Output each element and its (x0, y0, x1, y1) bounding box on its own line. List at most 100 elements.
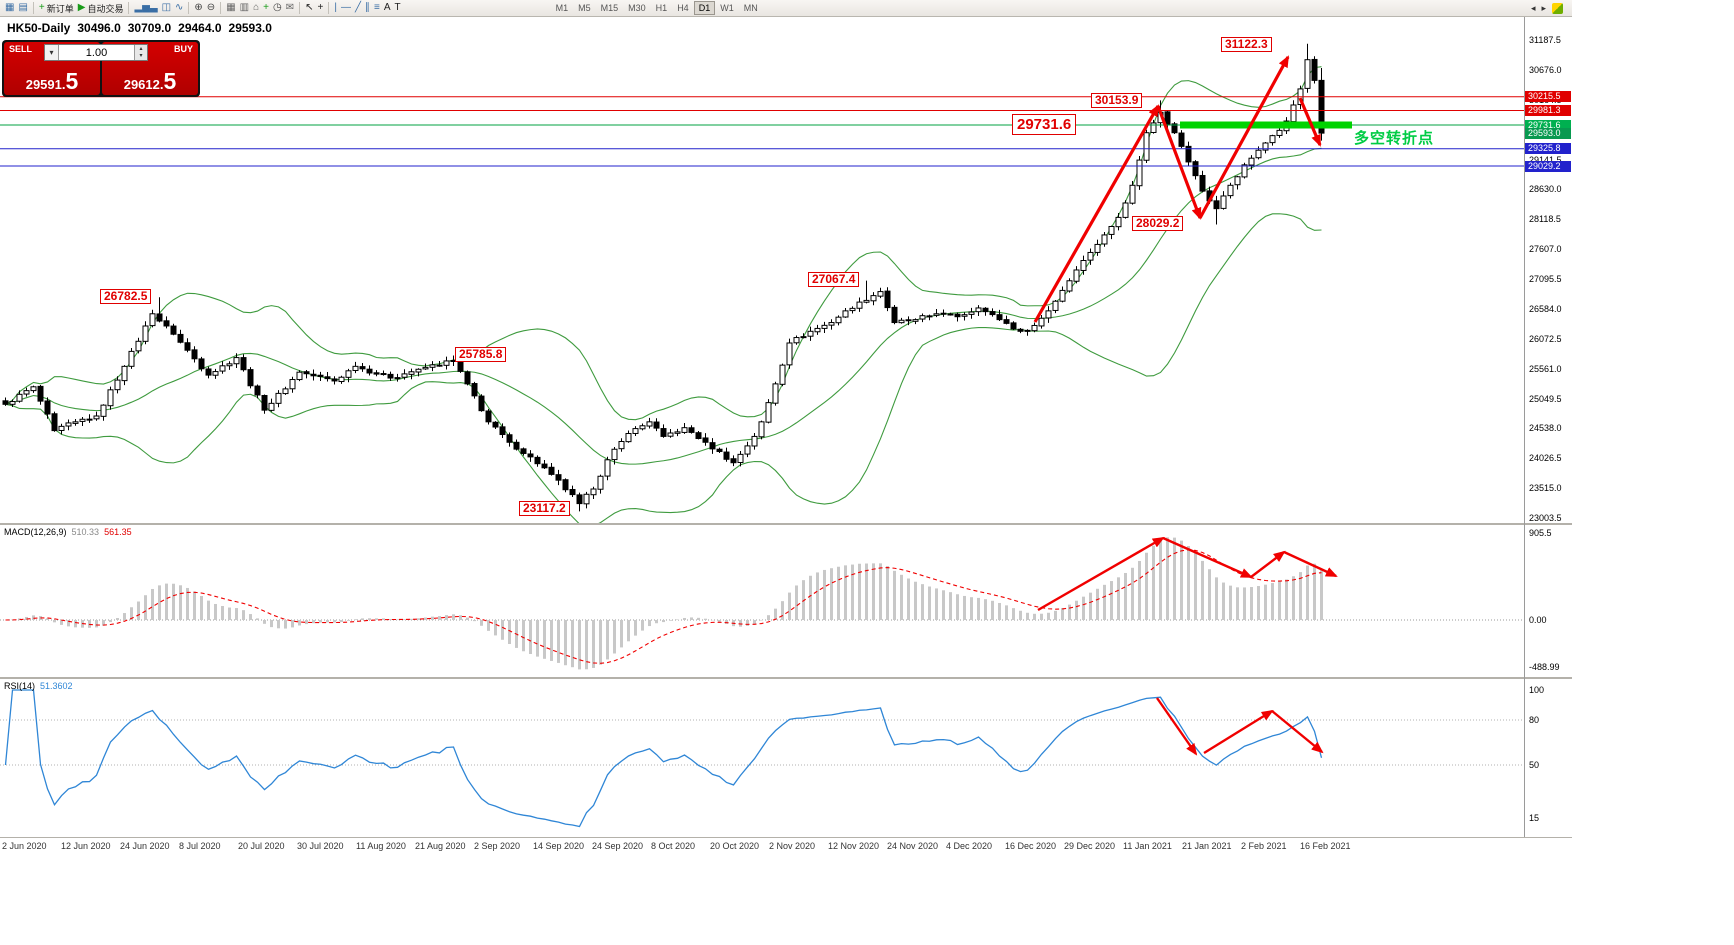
buy-button[interactable]: BUY 29612.5 (102, 42, 198, 95)
pane-separator-macd[interactable] (0, 523, 1572, 525)
spin-down-icon[interactable]: ▾ (139, 52, 143, 59)
price-axis-label: 31187.5 (1529, 35, 1561, 45)
crosshair-icon-glyph: + (317, 2, 324, 13)
new-order-glyph: + (38, 2, 45, 13)
timeframe-mn-button[interactable]: MN (743, 3, 758, 13)
price-axis-label: 27095.5 (1529, 274, 1562, 284)
price-annotation: 30153.9 (1091, 93, 1143, 108)
price-annotation: 28029.2 (1132, 216, 1184, 231)
horizontal-line-icon[interactable]: — (339, 1, 353, 15)
toolbar-separator (188, 2, 190, 14)
rsi-axis-label: 100 (1529, 685, 1545, 695)
trendline-icon-glyph: ╱ (354, 2, 361, 13)
price-tag: 29029.2 (1525, 160, 1571, 172)
time-axis-label: 14 Sep 2020 (533, 841, 585, 851)
timeframe-m30-button[interactable]: M30 (628, 3, 646, 13)
channel-icon[interactable]: ∥ (363, 1, 372, 15)
timeframe-h4-button[interactable]: H4 (677, 3, 689, 13)
macd-axis-label: 905.5 (1529, 528, 1552, 538)
navigator-icon[interactable]: ⌂ (251, 1, 261, 15)
timeframe-d1-button[interactable]: D1 (693, 1, 716, 15)
price-axis-label: 29141.5 (1529, 154, 1562, 165)
indicators-icon[interactable]: + (261, 1, 271, 15)
toolbar-separator (328, 2, 330, 14)
trendline-icon[interactable]: ╱ (353, 1, 363, 15)
vertical-line-icon[interactable]: | (332, 1, 339, 15)
ohlc-low: 29464.0 (178, 21, 222, 35)
time-axis-label: 12 Nov 2020 (828, 841, 880, 851)
tile-windows-icon-glyph: ▦ (226, 2, 236, 13)
one-click-trading-panel: SELL 29591.5 BUY 29612.5 ▾ ▴▾ (2, 40, 200, 97)
price-axis-label: 25049.5 (1529, 393, 1562, 404)
horizontal-line-icon-glyph: — (340, 2, 351, 13)
price-axis-label: 24538.0 (1529, 423, 1562, 434)
label-icon-glyph: T (394, 2, 401, 13)
time-axis-label: 11 Aug 2020 (356, 841, 406, 851)
text-icon[interactable]: A (382, 1, 393, 15)
time-axis-label: 8 Oct 2020 (651, 841, 696, 851)
time-axis-label: 16 Dec 2020 (1005, 841, 1057, 851)
pane-separator-rsi[interactable] (0, 677, 1572, 679)
label-icon[interactable]: T (393, 1, 403, 15)
price-annotation: 26782.5 (100, 289, 152, 304)
rsi-canvas[interactable] (0, 677, 1524, 837)
new-chart-icon-glyph: ▦ (5, 2, 15, 13)
time-axis-label: 8 Jul 2020 (179, 841, 221, 851)
chart-scroll-left-icon[interactable]: ◂ (1530, 2, 1536, 13)
new-chart-icon[interactable]: ▦ (3, 1, 16, 15)
mql-community-icon[interactable] (1550, 1, 1565, 15)
auto-trading-glyph: ▶ (77, 2, 86, 13)
time-axis-label: 2 Sep 2020 (474, 841, 521, 851)
toolbar: ▦ ▤ + 新订单 ▶ 自动交易 ▂▅▃ ◫ ∿ ⊕ ⊖ ▦ ▥ ⌂ + ◷ ✉ ↖ + | — ╱ ∥ ≡ A T M1 M5 M1… (0, 0, 1572, 17)
rsi-axis-label: 50 (1529, 760, 1540, 770)
volume-dropdown-icon[interactable]: ▾ (45, 45, 59, 60)
auto-trading-button-label: 自动交易 (87, 3, 124, 14)
text-icon-glyph: A (383, 2, 391, 13)
macd-canvas[interactable] (0, 523, 1524, 677)
fibonacci-icon-glyph: ≡ (373, 2, 380, 13)
tile-windows-icon[interactable]: ▦ (224, 1, 237, 15)
chart-profiles-icon[interactable]: ▤ (16, 1, 29, 15)
bar-chart-icon[interactable]: ▂▅▃ (132, 1, 159, 15)
chart-scroll-right-icon[interactable]: ▸ (1541, 2, 1546, 13)
new-order-button[interactable]: + 新订单 (37, 1, 76, 15)
price-axis-label: 25561.0 (1529, 363, 1562, 374)
cursor-icon-glyph: ↖ (305, 2, 314, 13)
price-annotation: 29731.6 (1012, 114, 1077, 135)
fibonacci-icon[interactable]: ≡ (372, 1, 382, 15)
candlestick-icon[interactable]: ◫ (160, 1, 173, 15)
volume-spinner[interactable]: ▴ ▾ (134, 45, 147, 60)
toolbar-groups: ▦ ▤ + 新订单 ▶ 自动交易 ▂▅▃ ◫ ∿ ⊕ ⊖ ▦ ▥ ⌂ + ◷ ✉ ↖ + | — ╱ ∥ ≡ A T (3, 1, 403, 15)
timeframe-m5-button[interactable]: M5 (578, 3, 591, 13)
time-axis-label: 30 Jul 2020 (297, 841, 344, 851)
line-chart-icon[interactable]: ∿ (173, 1, 185, 15)
main-chart-canvas[interactable] (0, 17, 1524, 523)
price-axis-label: 28630.0 (1529, 184, 1562, 195)
volume-input[interactable] (59, 45, 134, 60)
sell-price: 29591.5 (25, 68, 79, 94)
price-annotation: 23117.2 (519, 501, 570, 516)
periods-icon[interactable]: ◷ (271, 1, 284, 15)
macd-indicator-label: MACD(12,26,9) 510.33 561.35 (4, 527, 132, 537)
cursor-icon[interactable]: ↖ (303, 1, 315, 15)
timeframe-h1-button[interactable]: H1 (655, 3, 668, 13)
volume-box: ▾ ▴▾ (44, 44, 148, 61)
spin-up-icon[interactable]: ▴ (139, 45, 143, 52)
time-axis-label: 2 Nov 2020 (769, 841, 816, 851)
toolbar-separator (299, 2, 301, 14)
zoom-out-icon[interactable]: ⊖ (205, 1, 217, 15)
alerts-icon-glyph: ✉ (285, 2, 295, 13)
timeframe-m15-button[interactable]: M15 (600, 3, 619, 13)
timeframe-m1-button[interactable]: M1 (555, 3, 569, 13)
alerts-icon[interactable]: ✉ (284, 1, 296, 15)
auto-trading-button[interactable]: ▶ 自动交易 (76, 1, 126, 15)
timeframe-w1-button[interactable]: W1 (720, 3, 734, 13)
price-axis-label: 27607.0 (1529, 244, 1562, 255)
mql-community-icon (1552, 2, 1563, 14)
time-axis-label: 21 Aug 2020 (415, 841, 466, 851)
time-axis-label: 11 Jan 2021 (1123, 841, 1172, 851)
crosshair-icon[interactable]: + (316, 1, 326, 15)
data-window-icon[interactable]: ▥ (238, 1, 251, 15)
zoom-in-icon[interactable]: ⊕ (192, 1, 204, 15)
candlestick-icon-glyph: ◫ (161, 2, 172, 13)
